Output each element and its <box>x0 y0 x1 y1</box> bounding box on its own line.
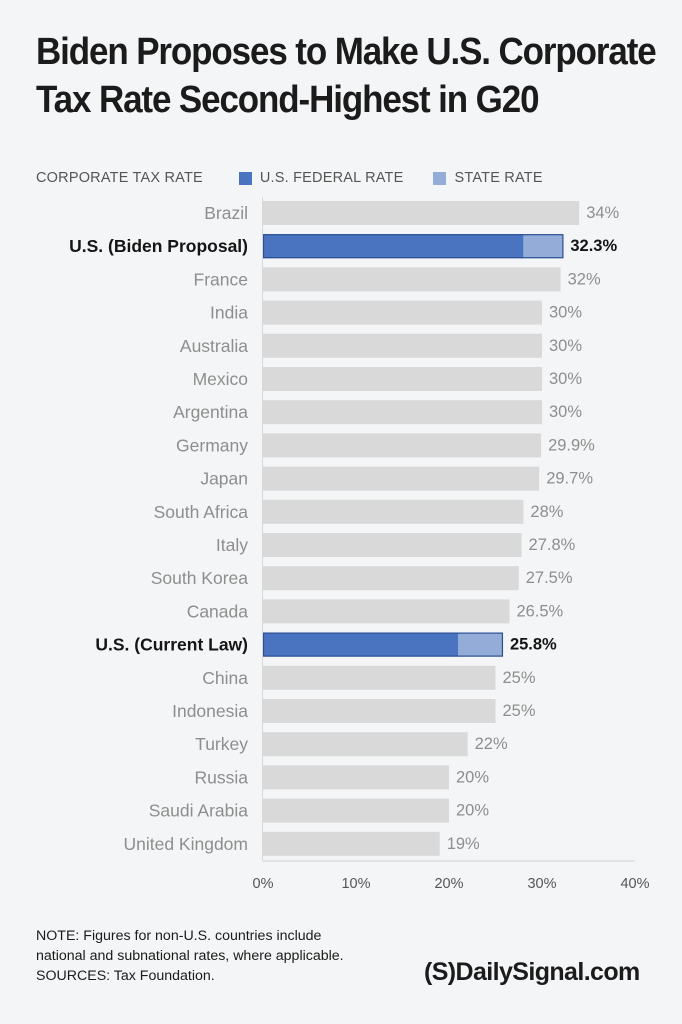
note-line-2: national and subnational rates, where ap… <box>36 948 344 964</box>
value-label-indonesia: 25% <box>503 702 536 720</box>
bar-federal-u-s-biden-proposal <box>263 234 524 259</box>
bar-state-u-s-biden-proposal <box>523 234 564 259</box>
note-line-1: NOTE: Figures for non-U.S. countries inc… <box>36 928 322 944</box>
category-label-united-kingdom: United Kingdom <box>123 834 248 854</box>
note: NOTE: Figures for non-U.S. countries inc… <box>36 926 344 986</box>
bar-germany <box>263 433 542 458</box>
category-label-u-s-current-law: U.S. (Current Law) <box>95 635 248 655</box>
category-label-saudi-arabia: Saudi Arabia <box>149 801 249 821</box>
legend-label-state: STATE RATE <box>454 170 543 186</box>
bar-chart: Brazil 34% U.S. (Biden Proposal) 32.3% Franc… <box>69 197 650 892</box>
category-label-indonesia: Indonesia <box>172 701 248 721</box>
bar-australia <box>263 333 542 358</box>
category-label-south-korea: South Korea <box>151 568 249 588</box>
bar-federal-u-s-current-law <box>263 632 459 657</box>
category-label-france: France <box>194 269 248 289</box>
category-label-mexico: Mexico <box>193 369 248 389</box>
bar-mexico <box>263 367 542 391</box>
value-label-united-kingdom: 19% <box>447 835 480 853</box>
value-label-turkey: 22% <box>475 735 508 753</box>
brand-s-icon: (S) <box>424 958 456 986</box>
chart-title-line-1: Biden Proposes to Make U.S. Corporate <box>36 31 657 73</box>
value-label-australia: 30% <box>549 337 582 355</box>
value-label-india: 30% <box>549 304 582 322</box>
category-label-india: India <box>210 303 248 323</box>
value-label-south-africa: 28% <box>530 503 563 521</box>
value-label-argentina: 30% <box>549 403 582 421</box>
brand-logo: (S)DailySignal.com <box>424 958 640 987</box>
value-label-china: 25% <box>503 669 536 687</box>
x-tick-label-0: 0% <box>253 876 274 892</box>
x-tick-label-30: 30% <box>527 876 556 892</box>
value-label-south-korea: 27.5% <box>526 569 573 587</box>
bar-saudi-arabia <box>263 798 449 823</box>
x-tick-label-40: 40% <box>620 876 649 892</box>
bar-japan <box>263 466 540 491</box>
category-label-brazil: Brazil <box>204 203 248 223</box>
bar-france <box>263 267 561 292</box>
category-label-south-africa: South Africa <box>154 502 249 522</box>
category-label-russia: Russia <box>195 767 249 787</box>
bar-canada <box>263 599 510 624</box>
legend: CORPORATE TAX RATE U.S. FEDERAL RATE STA… <box>36 168 573 188</box>
category-label-australia: Australia <box>180 336 248 356</box>
value-label-italy: 27.8% <box>529 536 576 554</box>
bar-state-u-s-current-law <box>458 632 503 657</box>
chart-title-line-2: Tax Rate Second-Highest in G20 <box>36 79 540 121</box>
bar-russia <box>263 765 449 790</box>
category-label-germany: Germany <box>176 435 248 455</box>
bar-south-africa <box>263 499 524 524</box>
value-label-germany: 29.9% <box>548 436 595 454</box>
bar-brazil <box>263 201 580 225</box>
category-label-u-s-biden-proposal: U.S. (Biden Proposal) <box>69 236 248 256</box>
bar-argentina <box>263 400 542 425</box>
value-label-saudi-arabia: 20% <box>456 802 489 820</box>
legend-item-state: STATE RATE <box>433 170 542 186</box>
category-label-japan: Japan <box>200 469 248 489</box>
value-label-brazil: 34% <box>586 204 619 222</box>
category-label-china: China <box>202 668 248 688</box>
category-label-argentina: Argentina <box>173 402 248 422</box>
bar-china <box>263 665 496 690</box>
legend-label-federal: U.S. FEDERAL RATE <box>259 170 404 186</box>
legend-heading: CORPORATE TAX RATE <box>36 170 203 186</box>
value-label-u-s-biden-proposal: 32.3% <box>570 237 617 255</box>
category-label-italy: Italy <box>216 535 248 555</box>
bar-turkey <box>263 732 468 757</box>
bar-outline-u-s-biden-proposal <box>262 234 564 259</box>
value-label-france: 32% <box>568 270 601 288</box>
brand-name: DailySignal.com <box>455 958 641 986</box>
legend-item-federal: U.S. FEDERAL RATE <box>238 170 404 186</box>
chart-title: Biden Proposes to Make U.S. Corporate Ta… <box>36 28 657 124</box>
bar-united-kingdom <box>263 831 440 856</box>
value-label-japan: 29.7% <box>546 470 593 488</box>
x-tick-label-20: 20% <box>434 876 463 892</box>
value-label-u-s-current-law: 25.8% <box>510 636 557 654</box>
bar-south-korea <box>263 566 519 591</box>
value-label-canada: 26.5% <box>516 602 563 620</box>
legend-swatch-federal <box>238 171 252 185</box>
value-label-mexico: 30% <box>549 370 582 388</box>
bar-italy <box>263 533 522 557</box>
category-label-canada: Canada <box>187 601 249 621</box>
bar-outline-u-s-current-law <box>262 632 504 657</box>
bar-india <box>263 300 542 325</box>
value-label-russia: 20% <box>456 768 489 786</box>
category-label-turkey: Turkey <box>195 734 248 754</box>
legend-swatch-state <box>433 171 447 185</box>
x-tick-label-10: 10% <box>341 876 370 892</box>
bar-indonesia <box>263 699 496 723</box>
sources-line: SOURCES: Tax Foundation. <box>36 968 215 984</box>
